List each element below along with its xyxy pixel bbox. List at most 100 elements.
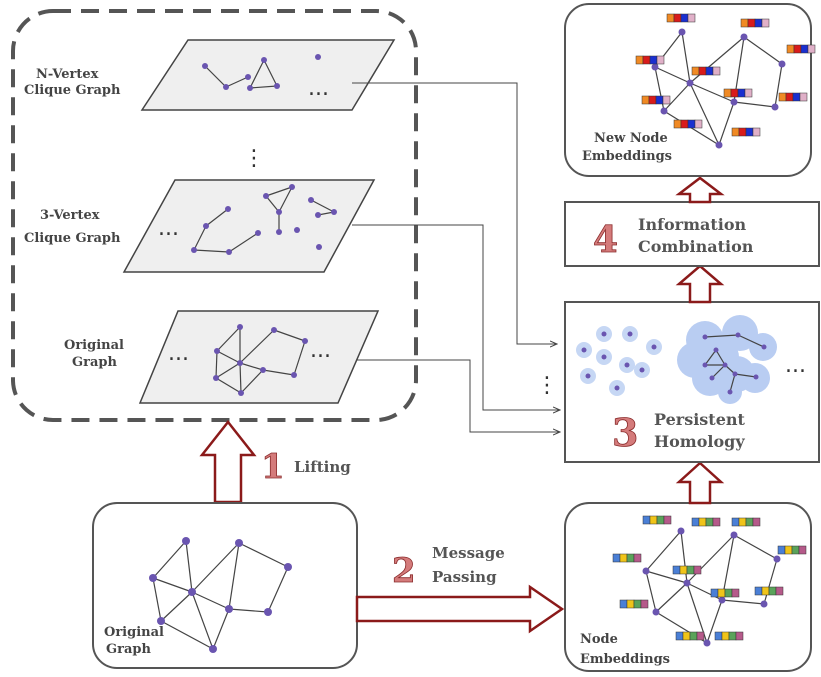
embedding-cell [633, 599, 642, 609]
embedding-cell [710, 588, 719, 598]
persistence-isolated-points [576, 326, 662, 396]
embedding-cell [662, 95, 671, 105]
embedding-cell [752, 517, 761, 527]
embedding-cell [663, 515, 672, 525]
embedding-vector [673, 119, 703, 129]
three-vertex-label-1: 3-Vertex [40, 208, 100, 223]
original-plane-label-1: Original [64, 338, 124, 353]
embedding-cell [730, 88, 739, 98]
embedding-cell [619, 599, 628, 609]
embedding-cell [754, 18, 763, 28]
embedding-cell [689, 631, 698, 641]
embedding-cell [655, 95, 664, 105]
embedding-cell [712, 66, 721, 76]
new-embedded-graph [651, 28, 786, 149]
up-arrow-combination-to-new [675, 176, 725, 204]
lifting-arrow [199, 419, 257, 504]
embedding-cell [721, 631, 730, 641]
embedding-cell [745, 517, 754, 527]
connector-n-vertex [352, 82, 557, 344]
embedding-cell [705, 66, 714, 76]
vertical-ellipsis: ⋮ [243, 146, 265, 171]
step3-label-1: Persistent [654, 410, 746, 429]
embedding-cell [649, 515, 658, 525]
embedding-cell [731, 588, 740, 598]
ellipsis: ... [308, 76, 329, 101]
embedding-cell [633, 553, 642, 563]
embedding-cell [642, 515, 651, 525]
embedding-vector [714, 631, 744, 641]
step2-number: 2 [392, 551, 416, 591]
embedding-vector [777, 545, 807, 555]
embedding-cell [673, 119, 682, 129]
new-node-embeddings-label-1: New Node [594, 131, 668, 146]
embedding-cell [800, 44, 809, 54]
embedding-cell [691, 517, 700, 527]
embedding-cell [738, 127, 747, 137]
node-embedding-vectors [612, 515, 807, 641]
embedding-vector [786, 44, 816, 54]
embedding-cell [744, 88, 753, 98]
embedding-cell [768, 586, 777, 596]
embedding-cell [626, 599, 635, 609]
embedding-cell [698, 517, 707, 527]
original-graph-plane: ... ... [138, 310, 380, 404]
embedding-cell [679, 565, 688, 575]
information-combination-panel [564, 201, 820, 267]
embedding-cell [696, 631, 705, 641]
ellipsis: ... [168, 341, 189, 366]
embedding-cell [686, 565, 695, 575]
embedding-vector [710, 588, 740, 598]
embedding-cell [640, 599, 649, 609]
step3-number: 3 [612, 410, 638, 455]
embedding-vector [691, 66, 721, 76]
embedding-cell [775, 586, 784, 596]
embedding-cell [777, 545, 786, 555]
embedding-cell [619, 553, 628, 563]
embedding-vector [731, 517, 761, 527]
embedding-cell [785, 92, 794, 102]
embedding-cell [745, 127, 754, 137]
embedding-cell [723, 88, 732, 98]
embedding-cell [712, 517, 721, 527]
embedding-cell [694, 119, 703, 129]
embedding-vector [723, 88, 753, 98]
embedding-cell [786, 44, 795, 54]
embedding-cell [705, 517, 714, 527]
connector-original [356, 359, 560, 432]
message-passing-arrow [355, 584, 565, 634]
three-vertex-clique-plane: ... [122, 179, 376, 273]
embedding-cell [731, 127, 740, 137]
embedding-cell [738, 517, 747, 527]
embedding-cell [792, 92, 801, 102]
embedding-vector [642, 515, 672, 525]
persistence-cluster-graph [702, 332, 767, 395]
embedding-vector [612, 553, 642, 563]
step4-number: 4 [593, 219, 618, 261]
ellipsis: ... [158, 216, 179, 241]
n-vertex-clique-plane: ... [140, 39, 396, 111]
embedding-vector [672, 565, 702, 575]
new-node-embeddings-label-2: Embeddings [582, 149, 672, 164]
embedding-cell [717, 588, 726, 598]
new-node-embedding-vectors [635, 13, 816, 137]
embedding-cell [656, 55, 665, 65]
embedding-cell [680, 13, 689, 23]
embedding-cell [687, 119, 696, 129]
embedding-cell [680, 119, 689, 129]
ellipsis: ... [785, 353, 806, 378]
step4-label-1: Information [638, 215, 747, 234]
embedding-vector [641, 95, 671, 105]
embedding-cell [784, 545, 793, 555]
embedding-vector [778, 92, 808, 102]
embedding-cell [761, 18, 770, 28]
embedding-vector [754, 586, 784, 596]
step4-label-2: Combination [638, 237, 754, 256]
step3-label-2: Homology [654, 432, 745, 451]
embedding-vector [619, 599, 649, 609]
embedding-cell [728, 631, 737, 641]
embedding-cell [673, 13, 682, 23]
embedding-cell [778, 92, 787, 102]
embedding-vector [731, 127, 761, 137]
embedding-cell [626, 553, 635, 563]
